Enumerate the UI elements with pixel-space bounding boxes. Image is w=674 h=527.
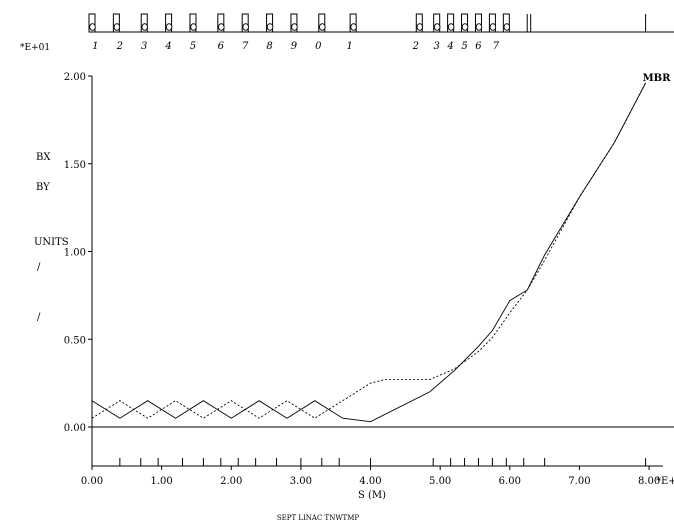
y-side-label: UNITS <box>34 237 69 248</box>
lattice-marker <box>433 23 441 31</box>
lattice-element <box>266 13 274 33</box>
plot-labels: 0.00 0.50 1.00 1.50 2.00 *E+01 0.00 1.00 2.00 3.0… <box>20 43 674 522</box>
lattice-label: 3 <box>434 41 440 52</box>
plot-axes <box>88 75 674 470</box>
lattice-marker <box>291 23 298 31</box>
lattice-label: 8 <box>266 41 272 52</box>
lattice-label: 2 <box>116 41 123 52</box>
lattice-marker <box>489 23 497 31</box>
y-tick-label: 1.00 <box>64 248 86 259</box>
lattice-marker <box>266 23 274 31</box>
lattice-marker <box>113 23 121 31</box>
x-axis-label: S (M) <box>358 490 386 501</box>
lattice-label: 4 <box>446 41 453 52</box>
lattice-marker <box>165 23 173 31</box>
lattice-label: 6 <box>218 41 225 52</box>
x-tick-label: 1.00 <box>151 476 173 487</box>
x-tick-label: 8.00 <box>638 476 660 487</box>
lattice-label: 6 <box>475 41 482 52</box>
lattice-element <box>290 13 298 33</box>
x-tick-label: 7.00 <box>568 476 590 487</box>
lattice-marker <box>89 23 96 31</box>
x-tick-label: 0.00 <box>81 476 103 487</box>
y-tick-label: 0.00 <box>64 423 86 434</box>
lattice-element <box>217 13 225 33</box>
lattice-element <box>433 13 441 33</box>
y-scale-label: *E+01 <box>20 43 50 53</box>
y-tick-label: 1.50 <box>64 160 86 171</box>
lattice-element <box>461 13 469 33</box>
lattice-marker <box>319 23 326 31</box>
lattice-marker <box>242 23 249 31</box>
lattice-element <box>447 13 455 33</box>
lattice-label: 1 <box>346 41 352 52</box>
lattice-element <box>165 13 173 33</box>
lattice-element <box>88 13 96 33</box>
lattice-marker <box>447 23 455 31</box>
x-tick-label: 6.00 <box>499 476 521 487</box>
series-line-dashed <box>91 82 646 419</box>
y-side-label: BY <box>36 182 50 193</box>
lattice-label: 5 <box>190 41 196 52</box>
lattice-label: 4 <box>164 41 171 52</box>
lattice-element <box>349 13 357 33</box>
lattice-label: 0 <box>315 41 322 52</box>
lattice-element <box>502 13 510 33</box>
x-tick-label: 2.00 <box>220 476 242 487</box>
lattice-label: 5 <box>461 41 467 52</box>
lattice-element <box>415 13 423 33</box>
lattice-label: 1 <box>92 41 98 52</box>
x-end-label: *E+01 <box>656 476 674 487</box>
lattice-label: 3 <box>141 41 147 52</box>
y-side-label: / <box>37 312 41 323</box>
footer-caption: SEPT LINAC TNWTMP <box>277 514 360 522</box>
lattice-marker <box>461 23 469 31</box>
lattice-element <box>318 13 326 33</box>
y-tick-label: 2.00 <box>64 72 86 83</box>
series-line-solid <box>91 82 646 423</box>
lattice-label: 9 <box>291 41 298 52</box>
y-tick-label: 0.50 <box>64 335 86 346</box>
series-name-label: MBR <box>643 73 672 84</box>
lattice-element <box>488 13 496 33</box>
lattice-element <box>474 13 482 33</box>
x-tick-label: 5.00 <box>429 476 451 487</box>
lattice-marker <box>475 23 483 31</box>
x-tick-label: 4.00 <box>359 476 381 487</box>
lattice-label: 7 <box>242 41 249 52</box>
lattice-marker <box>350 23 357 31</box>
y-side-label: BX <box>36 152 51 163</box>
lattice-element <box>189 13 197 33</box>
lattice-label: 7 <box>493 41 500 52</box>
x-tick-label: 3.00 <box>290 476 312 487</box>
lattice-label: 2 <box>412 41 419 52</box>
lattice-marker <box>190 23 197 31</box>
y-side-label: / <box>37 262 41 273</box>
lattice-element <box>112 13 120 33</box>
lattice-element <box>241 13 249 33</box>
lattice-element <box>140 13 148 33</box>
lattice-marker <box>416 23 424 31</box>
lattice-marker <box>503 23 511 31</box>
lattice-marker <box>218 23 225 31</box>
lattice-marker <box>141 23 148 31</box>
plot-series <box>91 82 646 423</box>
